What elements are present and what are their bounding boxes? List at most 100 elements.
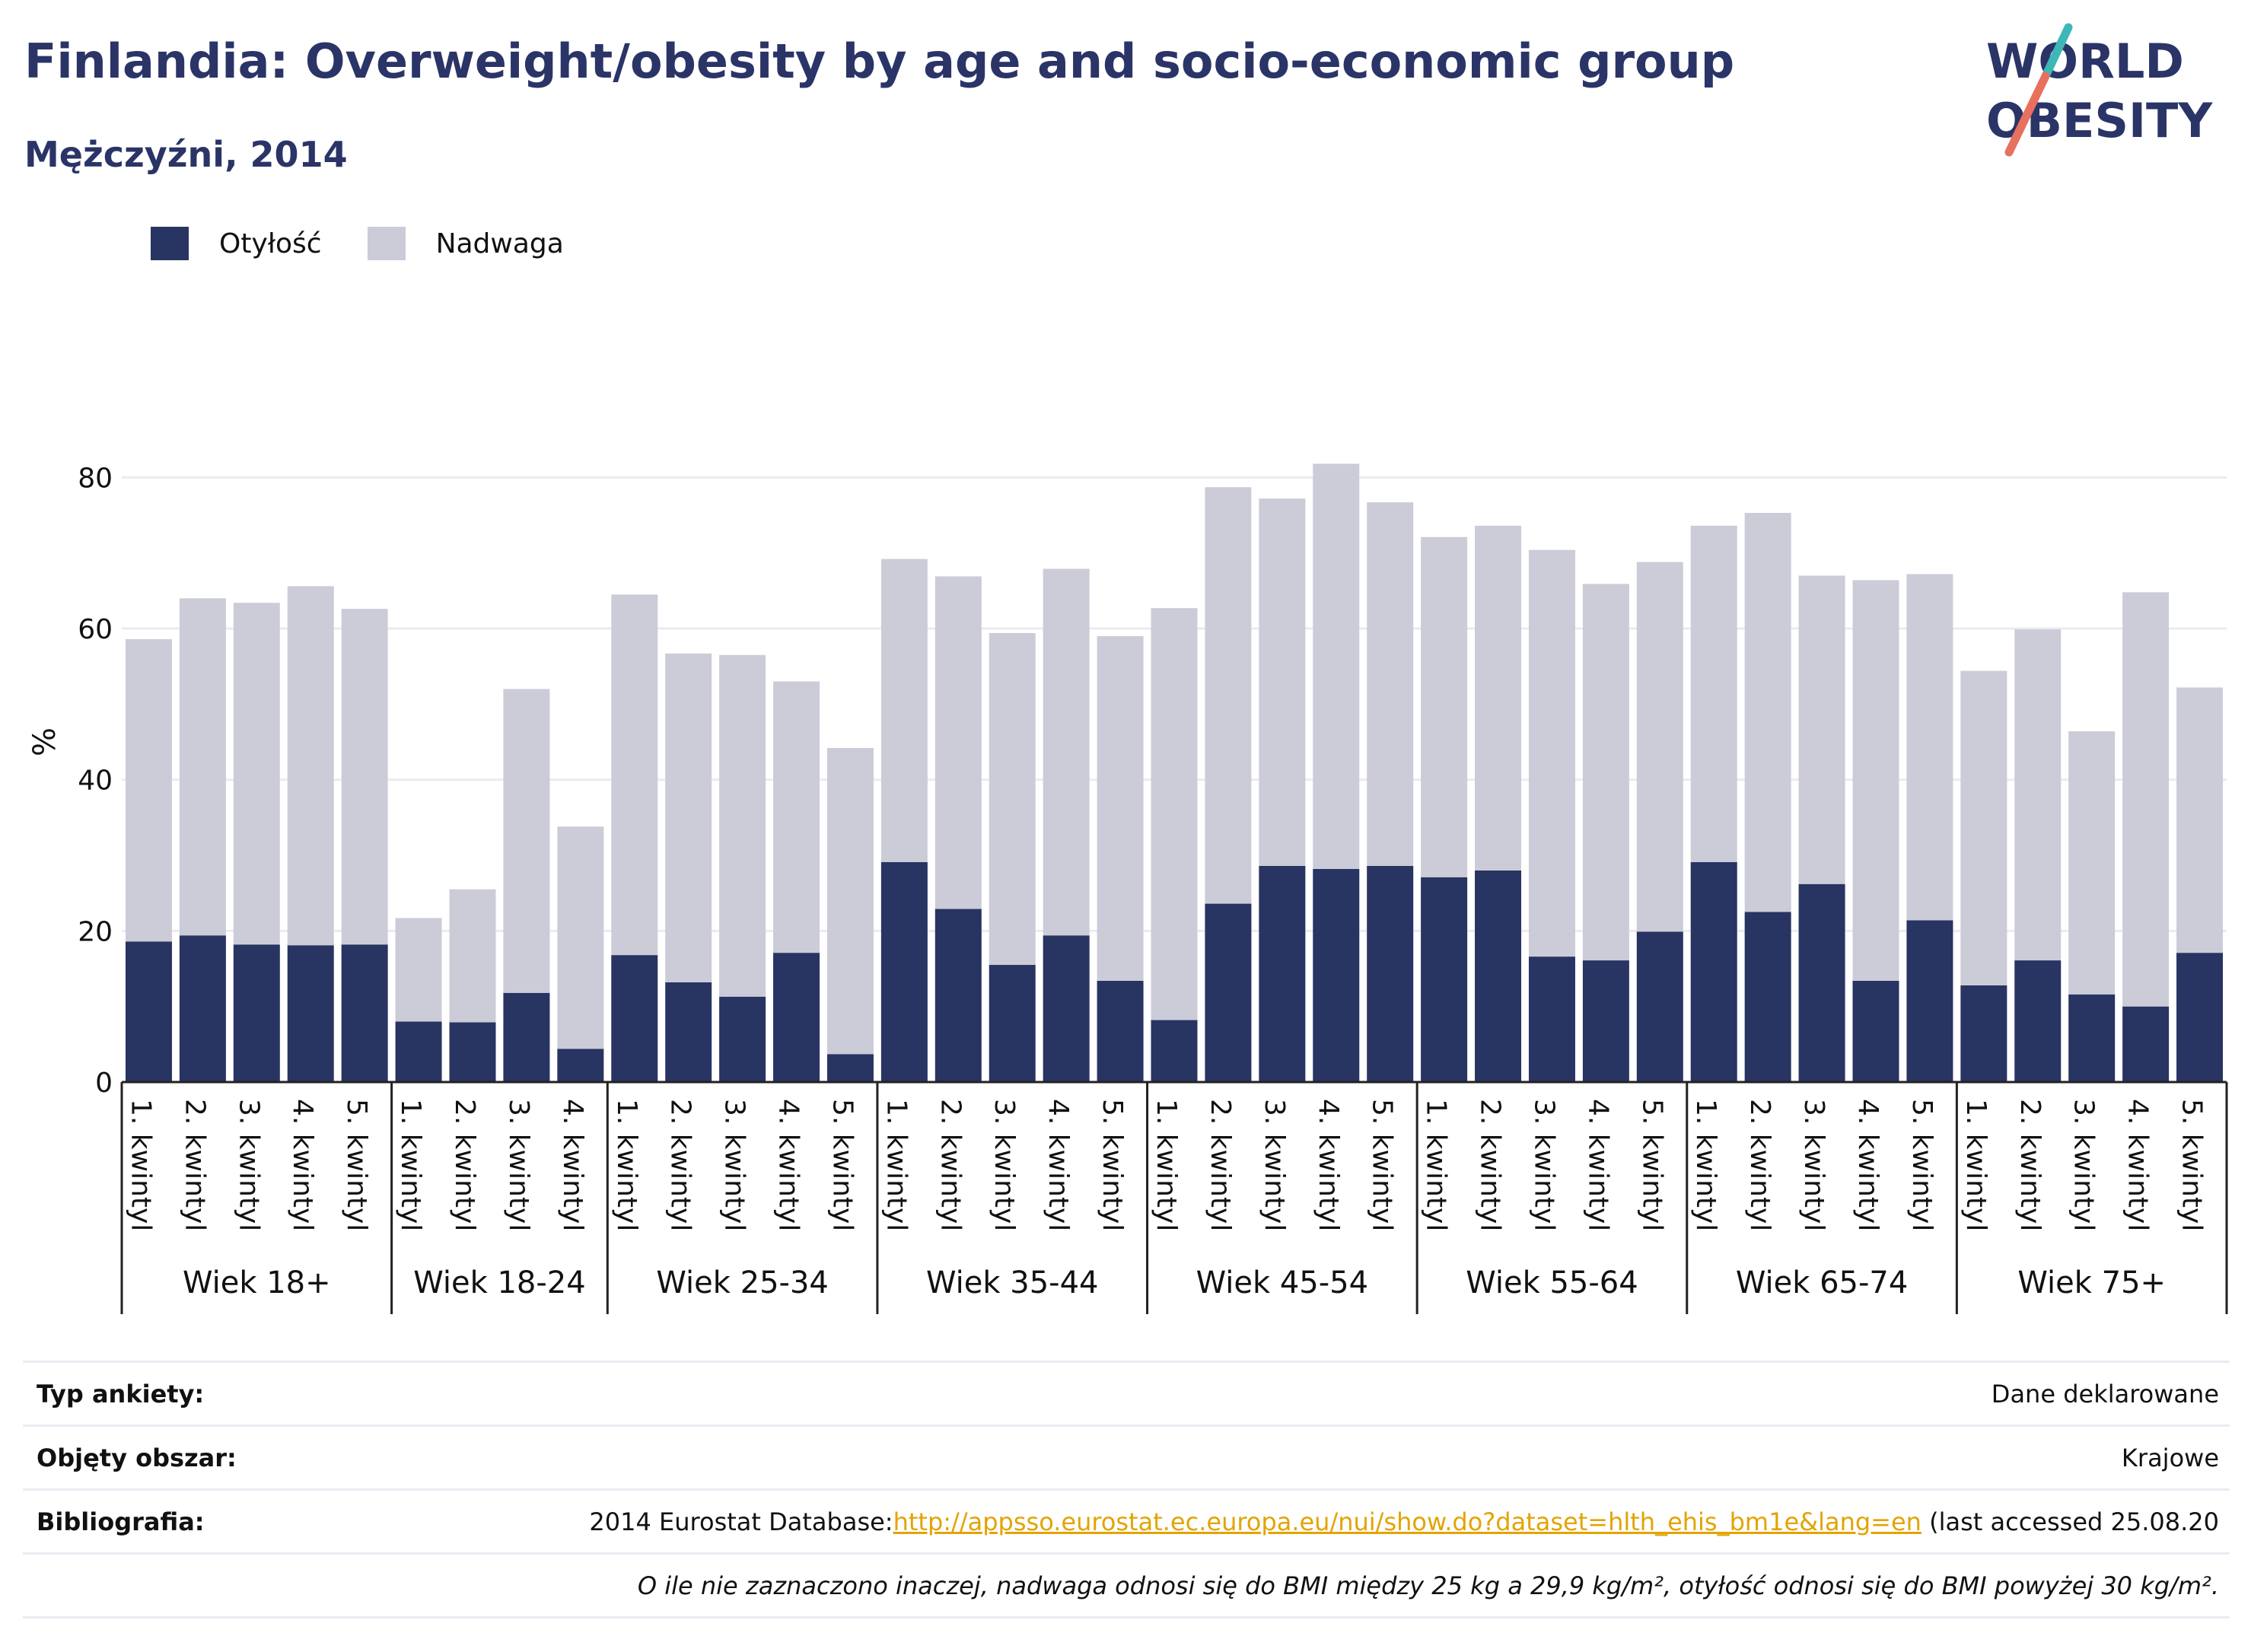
bar-overweight <box>1421 536 1468 877</box>
bar-overweight <box>1475 525 1522 871</box>
x-tick-label: 4. kwintyl <box>773 1099 804 1231</box>
bar-overweight <box>341 609 388 945</box>
survey-type-value: Dane deklarowane <box>1991 1379 2219 1408</box>
x-tick-label: 5. kwintyl <box>1906 1099 1937 1231</box>
bar-obesity <box>1582 960 1629 1082</box>
coverage-label: Objęty obszar: <box>37 1443 237 1472</box>
x-tick-label: 3. kwintyl <box>1798 1099 1829 1231</box>
x-tick-label: 4. kwintyl <box>1582 1099 1613 1231</box>
group-label: Wiek 18-24 <box>413 1265 586 1300</box>
bar-obesity <box>2176 953 2224 1082</box>
page-subtitle: Mężczyźni, 2014 <box>24 134 348 175</box>
logo-stroke-red-icon <box>2004 72 2050 157</box>
x-tick-label: 3. kwintyl <box>719 1099 750 1231</box>
group-label: Wiek 65-74 <box>1736 1265 1909 1300</box>
x-tick-label: 2. kwintyl <box>179 1099 210 1231</box>
bar-obesity <box>179 935 226 1082</box>
bar-obesity <box>1421 877 1468 1082</box>
legend-swatch-overweight <box>367 227 406 260</box>
x-tick-label: 1. kwintyl <box>1421 1099 1452 1231</box>
bar-overweight <box>2122 592 2170 1007</box>
legend-label-overweight: Nadwaga <box>435 228 564 259</box>
x-tick-label: 4. kwintyl <box>1043 1099 1074 1231</box>
bar-obesity <box>1528 957 1575 1082</box>
bar-overweight <box>1960 670 2007 985</box>
legend-item-overweight[interactable]: Nadwaga <box>367 227 564 260</box>
bibliography-prefix: 2014 Eurostat Database: <box>589 1507 893 1536</box>
coverage-row: Objęty obszar: Krajowe <box>23 1424 2230 1488</box>
bar-overweight <box>1259 498 1306 866</box>
bar-overweight <box>773 681 820 953</box>
coverage-value: Krajowe <box>2121 1443 2219 1472</box>
bar-overweight <box>1528 549 1575 957</box>
bar-obesity <box>233 944 280 1082</box>
info-table: Typ ankiety: Dane deklarowane Objęty obs… <box>23 1361 2230 1619</box>
y-axis-label: % <box>27 727 62 756</box>
bar-obesity <box>989 965 1036 1082</box>
bar-obesity <box>1313 868 1360 1082</box>
bar-obesity <box>2014 960 2062 1082</box>
bar-obesity <box>1097 980 1144 1082</box>
bar-obesity <box>449 1022 496 1082</box>
logo-text-world: WORLD <box>1986 33 2184 89</box>
x-tick-label: 2. kwintyl <box>665 1099 696 1231</box>
group-label: Wiek 45-54 <box>1196 1265 1369 1300</box>
x-tick-label: 1. kwintyl <box>611 1099 642 1231</box>
bar-overweight <box>2068 731 2116 995</box>
bar-overweight <box>934 576 982 909</box>
x-tick-label: 1. kwintyl <box>880 1099 912 1231</box>
bar-obesity <box>1259 865 1306 1082</box>
bibliography-row: Bibliografia: 2014 Eurostat Database:htt… <box>23 1488 2230 1552</box>
group-label: Wiek 18+ <box>183 1265 331 1300</box>
bibliography-label: Bibliografia: <box>37 1507 205 1536</box>
bar-obesity <box>934 909 982 1082</box>
bar-overweight <box>1205 487 1252 904</box>
bar-obesity <box>719 996 766 1082</box>
x-tick-label: 2. kwintyl <box>1744 1099 1775 1231</box>
group-label: Wiek 55-64 <box>1466 1265 1638 1300</box>
x-tick-label: 5. kwintyl <box>1636 1099 1667 1231</box>
x-tick-label: 4. kwintyl <box>2122 1099 2154 1231</box>
bar-overweight <box>665 653 712 982</box>
x-tick-label: 3. kwintyl <box>503 1099 534 1231</box>
bar-obesity <box>611 955 658 1082</box>
bar-overweight <box>611 594 658 956</box>
bar-obesity <box>1690 861 1737 1082</box>
y-tick-label: 40 <box>78 766 113 797</box>
bar-overweight <box>880 559 928 862</box>
world-obesity-logo: WORLD OBESITY <box>1986 23 2213 157</box>
y-tick-label: 80 <box>78 463 113 494</box>
bar-obesity <box>1798 883 1845 1082</box>
bar-obesity <box>665 982 712 1082</box>
logo-stroke-teal-icon <box>2041 23 2073 81</box>
bar-obesity <box>503 992 550 1082</box>
x-tick-label: 3. kwintyl <box>1259 1099 1290 1231</box>
x-tick-label: 4. kwintyl <box>557 1099 588 1231</box>
x-tick-label: 4. kwintyl <box>1313 1099 1344 1231</box>
legend-swatch-obesity <box>151 227 189 260</box>
x-tick-label: 1. kwintyl <box>1960 1099 1992 1231</box>
bar-overweight <box>1097 635 1144 981</box>
bar-overweight <box>125 638 172 942</box>
bar-obesity <box>1636 931 1683 1082</box>
x-tick-label: 5. kwintyl <box>1367 1099 1398 1231</box>
x-tick-label: 4. kwintyl <box>1852 1099 1883 1231</box>
x-tick-label: 5. kwintyl <box>341 1099 372 1231</box>
bibliography-value: 2014 Eurostat Database:http://appsso.eur… <box>589 1507 2230 1536</box>
bar-overweight <box>2014 629 2062 961</box>
bar-overweight <box>1367 502 1414 866</box>
page-title: Finlandia: Overweight/obesity by age and… <box>24 33 1735 89</box>
bar-obesity <box>1151 1020 1198 1082</box>
bar-overweight <box>1852 580 1899 981</box>
bar-overweight <box>503 689 550 993</box>
bar-obesity <box>1475 870 1522 1082</box>
bar-overweight <box>449 889 496 1023</box>
bibliography-link[interactable]: http://appsso.eurostat.ec.europa.eu/nui/… <box>893 1507 1921 1536</box>
legend-item-obesity[interactable]: Otyłość <box>151 227 322 260</box>
bar-obesity <box>1906 920 1953 1082</box>
bar-overweight <box>1151 608 1198 1020</box>
bar-obesity <box>1960 985 2007 1082</box>
definition-note: O ile nie zaznaczono inaczej, nadwaga od… <box>637 1571 2219 1600</box>
bar-obesity <box>1744 912 1791 1082</box>
bar-obesity <box>826 1054 874 1082</box>
